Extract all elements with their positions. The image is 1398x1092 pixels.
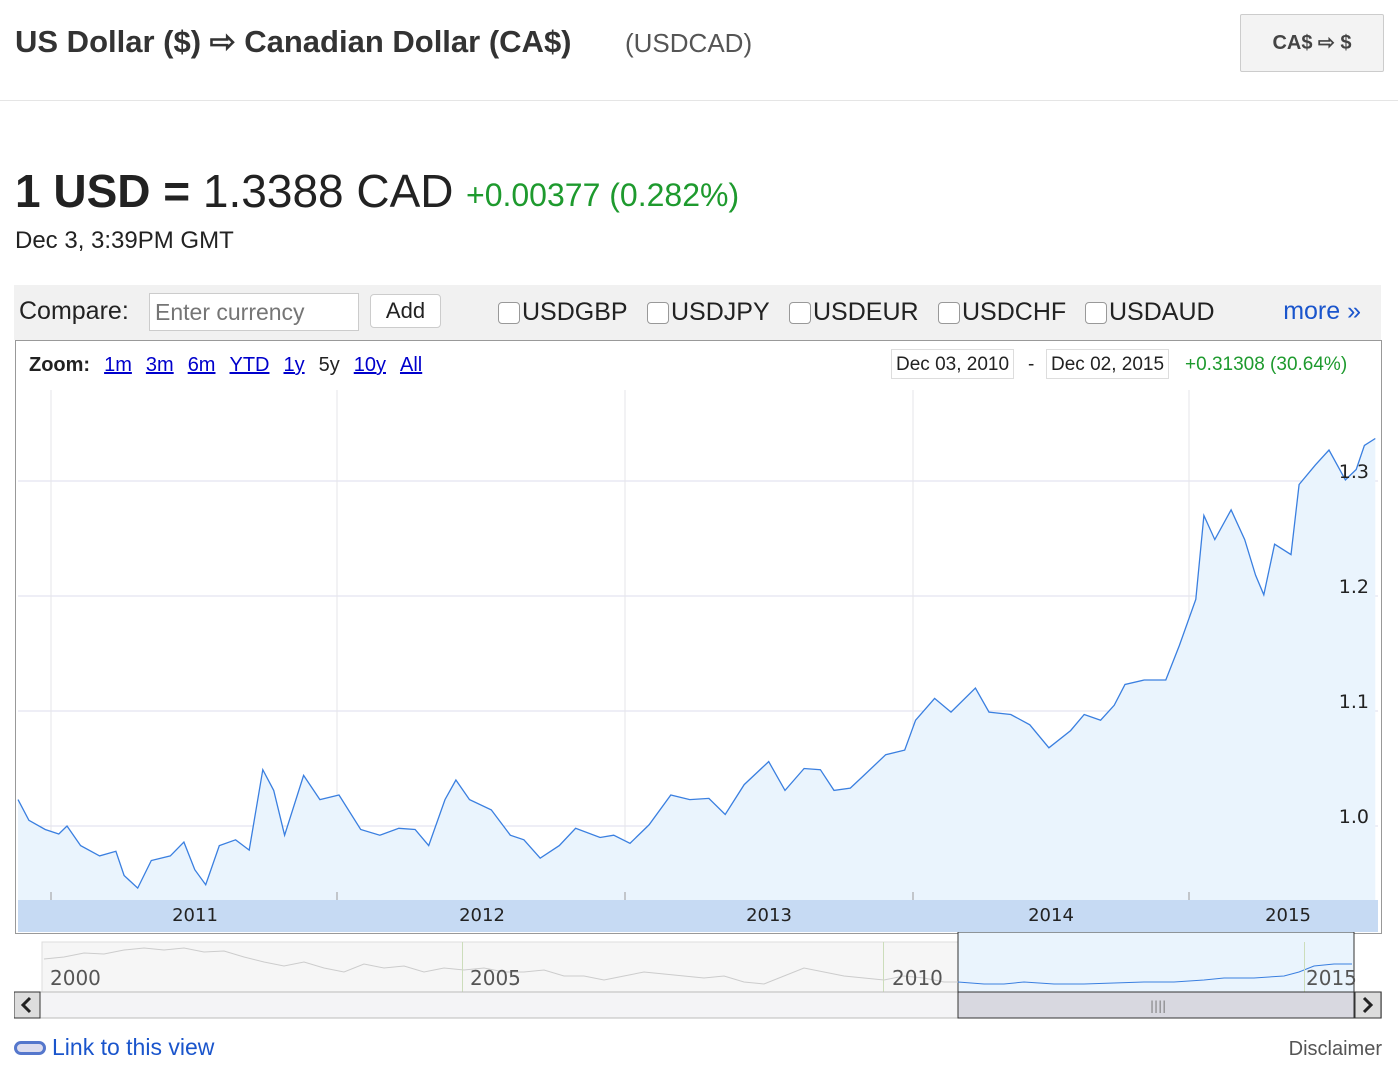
chevron-left-icon [20,996,32,1014]
zoom-label: Zoom: [29,354,91,376]
area-fill [18,438,1376,900]
grip-icon: |||| [1150,999,1166,1013]
tick [462,942,463,992]
more-link[interactable]: more » [1283,297,1361,325]
compare-input[interactable] [149,293,359,331]
scrollbar-thumb[interactable] [957,991,1355,1019]
quote-rhs: 1.3388 CAD [202,165,454,217]
compare-usdchf[interactable]: USDCHF [938,298,1066,327]
range-end[interactable]: Dec 02, 2015 [1046,349,1170,379]
tick [1304,942,1305,992]
quote-lhs: 1 USD = [15,165,191,217]
nav-label-2010: 2010 [892,966,943,990]
zoom-all[interactable]: All [399,354,423,376]
checkbox[interactable] [789,301,811,324]
symbol: (USDCAD) [625,28,753,58]
checkbox[interactable] [647,301,669,324]
pair-label: USDEUR [813,298,919,326]
y-tick-label: 1.3 [1339,461,1369,483]
navigator[interactable]: 2000 2005 2010 2015 |||| [13,931,1383,1019]
disclaimer-link[interactable]: Disclaimer [1288,1038,1382,1060]
y-tick-label: 1.0 [1339,806,1369,828]
tick [883,942,884,992]
compare-usdgbp[interactable]: USDGBP [498,298,628,327]
zoom-3m[interactable]: 3m [145,354,174,376]
quote-change: +0.00377 (0.282%) [466,177,740,213]
x-tick-label: 2015 [1265,905,1311,926]
zoom-bar: Zoom: 1m 3m 6m YTD 1y 5y 10y All [29,354,422,377]
zoom-1m[interactable]: 1m [104,354,132,376]
navigator-svg: 2000 2005 2010 2015 |||| [13,931,1383,1019]
x-axis-band [18,900,1378,932]
zoom-10y[interactable]: 10y [353,354,386,376]
checkbox[interactable] [1085,301,1107,324]
compare-usdjpy[interactable]: USDJPY [647,298,770,327]
navigator-ticks [462,942,1305,992]
compare-usdaud[interactable]: USDAUD [1085,298,1215,327]
pair-label: USDGBP [522,298,628,326]
nav-label-2000: 2000 [50,966,101,990]
chart-panel: Zoom: 1m 3m 6m YTD 1y 5y 10y All Dec 03,… [15,340,1382,934]
zoom-ytd[interactable]: YTD [229,354,270,376]
nav-label-2005: 2005 [470,966,521,990]
swap-currency-button[interactable]: CA$ ⇨ $ [1240,14,1384,72]
range-change: +0.31308 (30.64%) [1185,354,1348,375]
checkbox[interactable] [498,301,520,324]
x-tick-label: 2013 [746,905,792,926]
scroll-left-button[interactable] [13,991,41,1019]
compare-label: Compare: [19,297,129,325]
range-sep: - [1028,354,1035,375]
checkbox[interactable] [938,301,960,324]
quote-timestamp: Dec 3, 3:39PM GMT [15,227,234,254]
link-to-view[interactable]: Link to this view [14,1034,214,1061]
navigator-history-line [43,947,958,985]
x-tick-label: 2012 [459,905,505,926]
pair-label: USDCHF [962,298,1067,326]
compare-usdeur[interactable]: USDEUR [789,298,919,327]
quote-price: 1 USD = 1.3388 CAD [15,164,454,218]
nav-label-2015: 2015 [1306,966,1357,990]
link-label: Link to this view [52,1034,215,1060]
add-button[interactable]: Add [370,294,441,328]
page-title: US Dollar ($) ⇨ Canadian Dollar (CA$) [15,24,572,59]
pair-label: USDJPY [671,298,770,326]
compare-bar: Compare: Add USDGBP USDJPY USDEUR USDCHF… [14,285,1381,340]
range-start[interactable]: Dec 03, 2010 [891,349,1015,379]
x-tick-label: 2014 [1028,905,1074,926]
price-chart[interactable]: 1.0 1.1 1.2 1.3 2011 2012 2013 2014 2015 [0,0,1398,935]
zoom-6m[interactable]: 6m [187,354,216,376]
chain-link-icon [14,1040,46,1055]
chevron-right-icon [1362,996,1374,1014]
header: US Dollar ($) ⇨ Canadian Dollar (CA$) (U… [0,0,1398,101]
zoom-1y[interactable]: 1y [283,354,305,376]
scroll-right-button[interactable] [1354,991,1382,1019]
x-tick-label: 2011 [172,905,218,926]
y-tick-label: 1.2 [1339,576,1369,598]
pair-label: USDAUD [1109,298,1215,326]
zoom-5y-selected[interactable]: 5y [318,354,340,376]
price-line [17,437,1376,890]
y-tick-label: 1.1 [1339,691,1369,713]
